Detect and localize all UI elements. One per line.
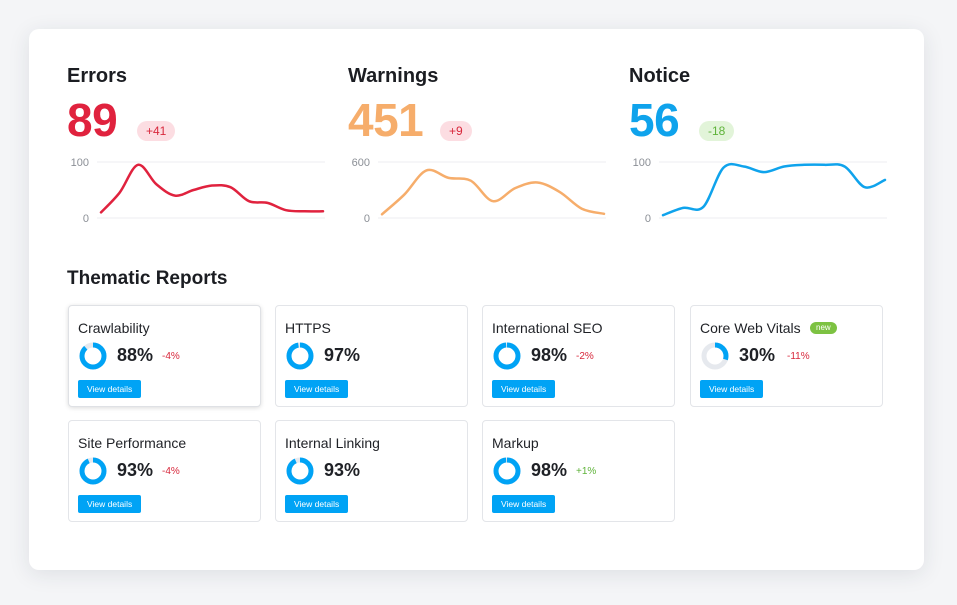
delta-badge: +9 — [440, 121, 472, 141]
report-card-core-web-vitals[interactable]: Core Web Vitals new 30% -11% View detail… — [690, 305, 883, 407]
view-details-button[interactable]: View details — [492, 495, 556, 513]
metric-title: Errors — [67, 65, 128, 87]
view-details-button[interactable]: View details — [700, 380, 764, 398]
metric-value: 451 — [348, 94, 424, 146]
report-percent: 88% — [117, 345, 154, 365]
delta-badge: -18 — [699, 121, 735, 141]
y-tick-label: 0 — [83, 213, 89, 225]
report-percent: 30% — [739, 345, 776, 365]
new-badge: new — [810, 322, 837, 334]
errors-metric: Errors 89 +41 100 0 — [67, 65, 327, 235]
report-card-internal-linking[interactable]: Internal Linking 93% View details — [275, 420, 468, 522]
view-details-button[interactable]: View details — [285, 495, 349, 513]
donut-chart-icon — [79, 342, 107, 370]
y-tick-label: 0 — [364, 213, 370, 225]
y-tick-label: 100 — [71, 157, 89, 169]
metric-value: 56 — [629, 94, 680, 146]
donut-chart-icon — [701, 342, 729, 370]
report-card-international-seo[interactable]: International SEO 98% -2% View details — [482, 305, 675, 407]
notice-series-line — [661, 162, 887, 217]
donut-chart-icon — [493, 457, 521, 485]
donut-chart-icon — [286, 342, 314, 370]
report-name: Internal Linking — [285, 435, 380, 451]
y-tick-label: 100 — [633, 157, 651, 169]
report-delta: -2% — [576, 351, 594, 362]
report-name: International SEO — [492, 320, 603, 336]
view-details-button[interactable]: View details — [78, 495, 142, 513]
notice-metric: Notice 56 -18 100 0 — [629, 65, 889, 235]
report-percent: 98% — [531, 460, 568, 480]
report-card-site-performance[interactable]: Site Performance 93% -4% View details — [68, 420, 261, 522]
donut-chart-icon — [286, 457, 314, 485]
report-name: HTTPS — [285, 320, 331, 336]
donut-chart-icon — [79, 457, 107, 485]
metric-title: Notice — [629, 65, 691, 87]
report-percent: 93% — [324, 460, 361, 480]
report-percent: 98% — [531, 345, 568, 365]
errors-sparkline: 100 0 — [71, 157, 325, 225]
report-name: Crawlability — [78, 320, 150, 336]
y-tick-label: 600 — [352, 157, 370, 169]
report-delta: -11% — [787, 351, 810, 362]
delta-badge: +41 — [137, 121, 176, 141]
report-delta: -4% — [162, 351, 180, 362]
report-delta: +1% — [576, 466, 597, 477]
report-name: Core Web Vitals — [700, 320, 801, 336]
section-title: Thematic Reports — [67, 268, 228, 289]
warnings-sparkline: 600 0 — [352, 157, 606, 225]
errors-series-line — [99, 163, 325, 214]
y-tick-label: 0 — [645, 213, 651, 225]
metric-value: 89 — [67, 94, 118, 146]
report-delta: -4% — [162, 466, 180, 477]
report-percent: 97% — [324, 345, 361, 365]
donut-chart-icon — [493, 342, 521, 370]
view-details-button[interactable]: View details — [78, 380, 142, 398]
site-audit-card: Errors 89 +41 100 0 Warnings 451 +9 600 … — [29, 29, 924, 570]
warnings-metric: Warnings 451 +9 600 0 — [348, 65, 608, 235]
view-details-button[interactable]: View details — [492, 380, 556, 398]
warnings-series-line — [380, 168, 606, 216]
report-name: Markup — [492, 435, 539, 451]
report-name: Site Performance — [78, 435, 187, 451]
report-card-https[interactable]: HTTPS 97% View details — [275, 305, 468, 407]
notice-sparkline: 100 0 — [633, 157, 887, 225]
report-card-crawlability[interactable]: Crawlability 88% -4% View details — [68, 305, 261, 407]
report-percent: 93% — [117, 460, 154, 480]
metric-title: Warnings — [348, 65, 439, 87]
view-details-button[interactable]: View details — [285, 380, 349, 398]
report-card-markup[interactable]: Markup 98% +1% View details — [482, 420, 675, 522]
